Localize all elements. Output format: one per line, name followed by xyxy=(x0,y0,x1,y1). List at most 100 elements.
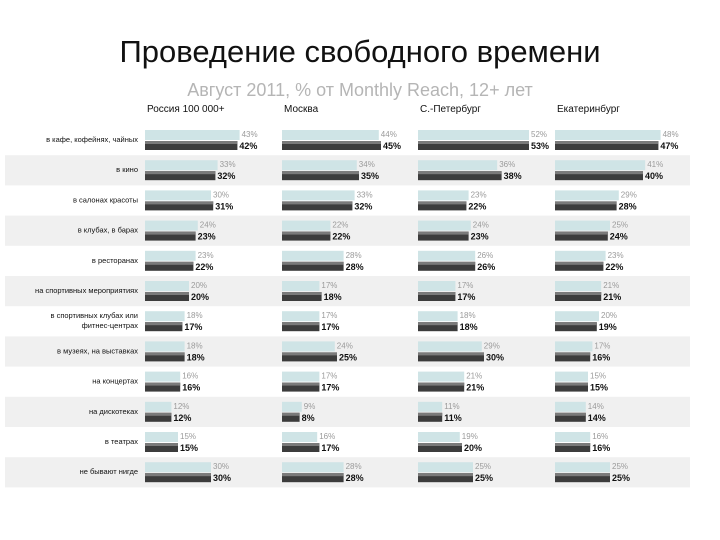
bar-previous-label: 15% xyxy=(590,372,606,381)
bar-current-label: 17% xyxy=(184,322,202,332)
bar-current xyxy=(555,231,608,241)
category-label: в ресторанах xyxy=(92,256,138,265)
bar-previous-label: 29% xyxy=(484,341,500,350)
bar-current-label: 42% xyxy=(239,141,257,151)
bar-current xyxy=(145,201,214,211)
bar-current-highlight xyxy=(282,231,331,235)
bar-current-label: 8% xyxy=(302,413,315,423)
bar-current-highlight xyxy=(282,382,320,386)
bar-current xyxy=(145,382,181,392)
bar-previous-label: 30% xyxy=(213,190,229,199)
bar-previous xyxy=(145,220,198,231)
bar-current xyxy=(282,382,320,392)
bar-previous xyxy=(145,432,178,442)
bar-previous xyxy=(282,250,344,261)
bar-current-highlight xyxy=(145,322,183,326)
bar-previous xyxy=(145,160,218,171)
bar-previous xyxy=(418,190,469,201)
category-label: в музеях, на выставках xyxy=(57,346,138,355)
bar-current-highlight xyxy=(418,171,502,175)
bar-current xyxy=(418,231,469,241)
bar-current-label: 18% xyxy=(324,292,342,302)
bar-previous-label: 48% xyxy=(663,130,679,139)
bar-current-highlight xyxy=(282,322,320,326)
bar-previous xyxy=(282,401,302,412)
bar-current xyxy=(282,141,381,150)
bar-current-label: 11% xyxy=(444,413,462,423)
bar-previous xyxy=(555,462,610,473)
bar-current xyxy=(555,261,604,271)
bar-current xyxy=(282,292,322,301)
bar-current xyxy=(555,292,602,301)
bar-current-label: 40% xyxy=(645,171,663,181)
bar-current-label: 47% xyxy=(660,141,678,151)
bar-current-label: 16% xyxy=(592,352,610,362)
bar-current xyxy=(145,412,172,422)
bar-current xyxy=(418,322,458,332)
bar-previous-label: 24% xyxy=(337,341,353,350)
bar-current xyxy=(282,473,344,483)
bar-current-label: 45% xyxy=(383,141,401,151)
bar-previous-label: 29% xyxy=(621,190,637,199)
bar-current-label: 17% xyxy=(457,292,475,302)
bar-current-highlight xyxy=(555,382,588,386)
bar-previous-label: 17% xyxy=(321,281,337,290)
bar-previous xyxy=(555,250,606,261)
bar-current-highlight xyxy=(555,443,591,446)
bar-current-highlight xyxy=(282,473,344,477)
bar-current-label: 22% xyxy=(605,262,623,272)
bar-previous xyxy=(282,190,355,201)
bar-previous xyxy=(555,130,661,140)
bar-current xyxy=(145,443,178,452)
bar-current xyxy=(145,473,211,483)
bar-current-label: 31% xyxy=(215,201,233,211)
bar-current xyxy=(282,261,344,271)
bar-previous-label: 16% xyxy=(592,432,608,441)
panel-header-3: Екатеринбург xyxy=(557,103,620,115)
bar-current xyxy=(555,201,617,211)
bar-current-highlight xyxy=(555,171,643,175)
bar-previous xyxy=(555,281,602,291)
bar-current xyxy=(555,171,643,181)
bar-current-label: 28% xyxy=(619,201,637,211)
bar-previous xyxy=(282,130,379,140)
bar-previous-label: 25% xyxy=(612,462,628,471)
bar-current-label: 17% xyxy=(321,383,339,393)
bar-previous-label: 18% xyxy=(460,311,476,320)
bar-previous xyxy=(282,341,335,352)
bar-current xyxy=(145,261,194,271)
bar-previous-label: 24% xyxy=(473,221,489,230)
category-label: в клубах, в барах xyxy=(78,226,139,235)
bar-current-label: 18% xyxy=(187,352,205,362)
bar-previous-label: 12% xyxy=(173,402,189,411)
category-label: в театрах xyxy=(105,437,138,446)
bar-current xyxy=(282,231,331,241)
bar-current-label: 28% xyxy=(346,262,364,272)
bar-current-highlight xyxy=(282,352,337,356)
bar-previous-label: 11% xyxy=(444,402,459,411)
bar-previous xyxy=(555,432,591,442)
bar-current-label: 17% xyxy=(321,443,339,453)
bar-current-highlight xyxy=(555,261,604,265)
panel-header-2: С.-Петербург xyxy=(420,103,481,115)
bar-current-highlight xyxy=(418,292,456,295)
bar-current xyxy=(555,473,610,483)
bar-current-highlight xyxy=(282,443,320,446)
bar-current-label: 22% xyxy=(195,262,213,272)
bar-current-label: 21% xyxy=(603,292,621,302)
bar-previous-label: 52% xyxy=(531,130,547,139)
bar-current-highlight xyxy=(418,382,465,386)
bar-current-highlight xyxy=(418,322,458,326)
bar-previous-label: 17% xyxy=(594,341,610,350)
bar-current-label: 32% xyxy=(354,201,372,211)
bar-previous xyxy=(282,462,344,473)
bar-current xyxy=(418,473,473,483)
bar-previous xyxy=(418,220,471,231)
bar-current xyxy=(282,352,337,362)
category-label: в кино xyxy=(116,165,138,174)
bar-current xyxy=(145,141,238,150)
bar-previous-label: 14% xyxy=(588,402,604,411)
bar-previous-label: 28% xyxy=(346,462,362,471)
bar-previous-label: 23% xyxy=(608,251,624,260)
bar-current-highlight xyxy=(555,412,586,416)
